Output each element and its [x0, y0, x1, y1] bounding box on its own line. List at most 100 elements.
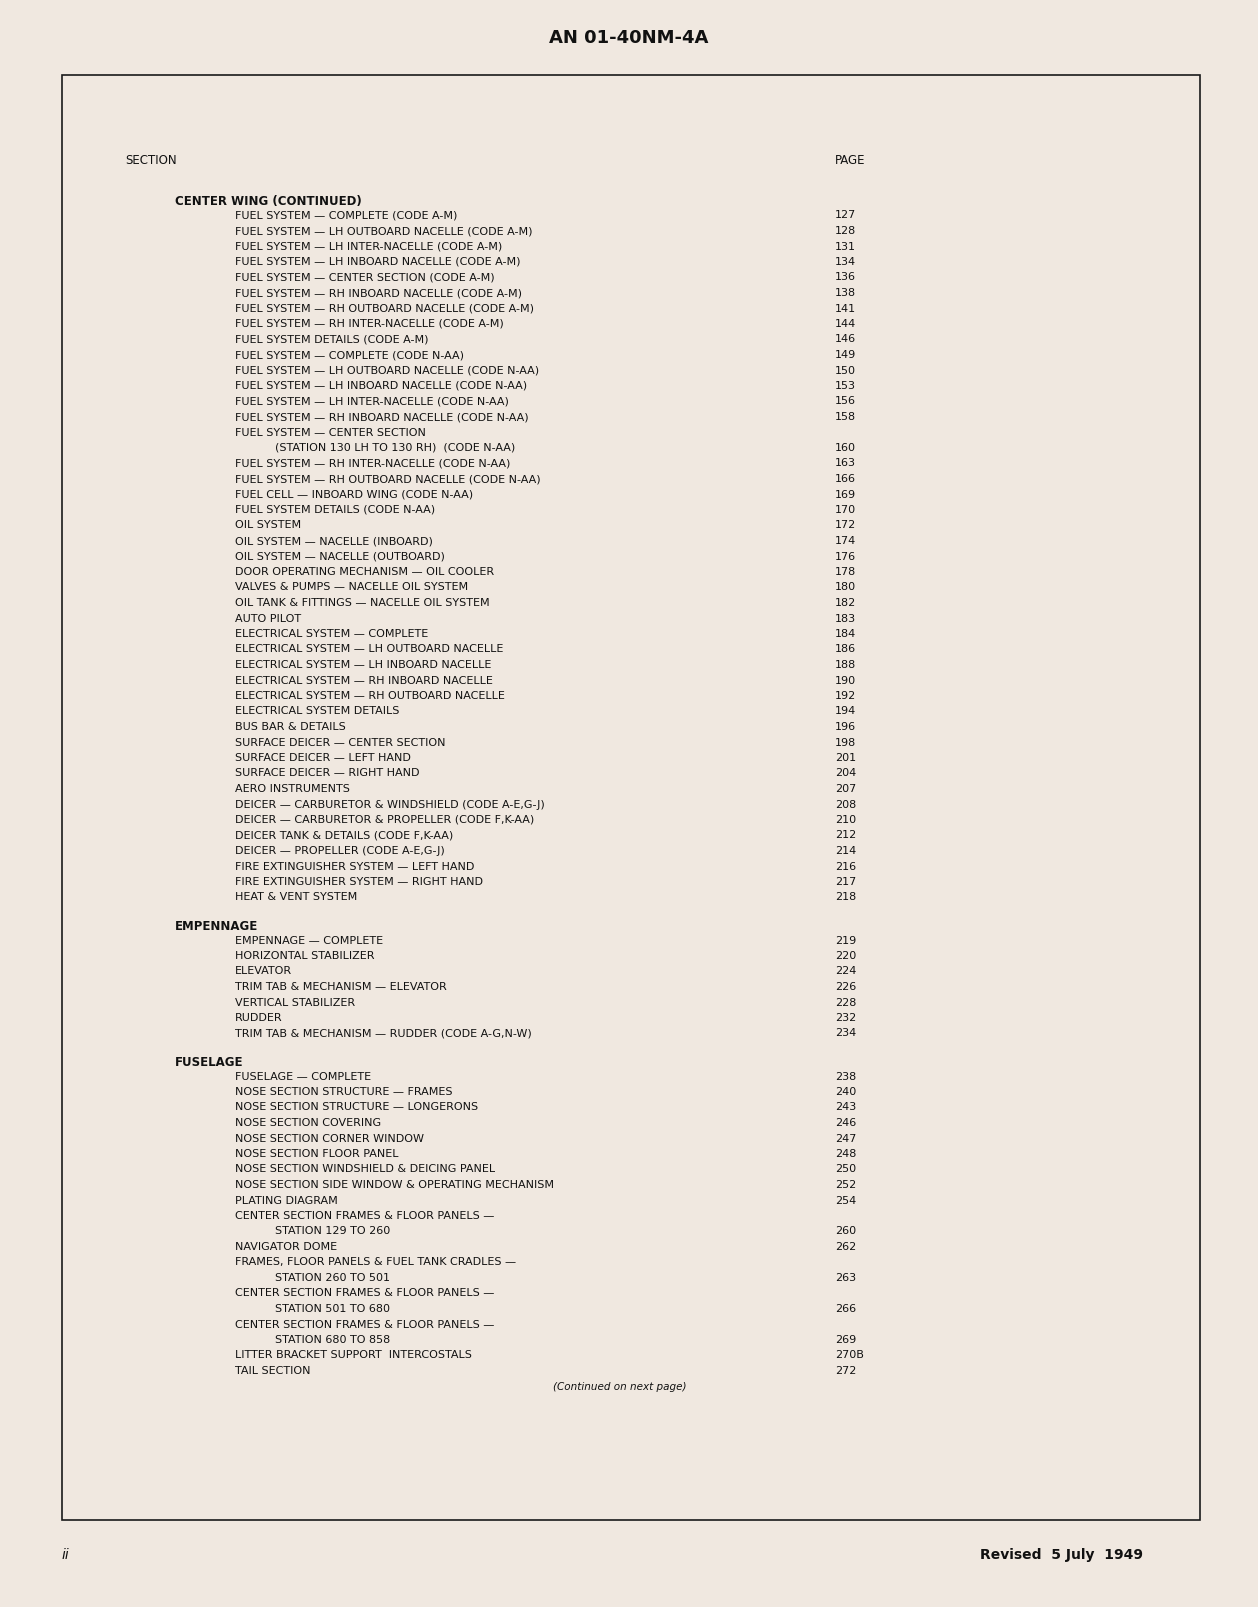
Text: 224: 224 [835, 966, 857, 977]
Text: DOOR OPERATING MECHANISM — OIL COOLER: DOOR OPERATING MECHANISM — OIL COOLER [235, 567, 494, 577]
Text: HEAT & VENT SYSTEM: HEAT & VENT SYSTEM [235, 892, 357, 903]
Text: 250: 250 [835, 1165, 857, 1175]
Text: CENTER SECTION FRAMES & FLOOR PANELS —: CENTER SECTION FRAMES & FLOOR PANELS — [235, 1289, 494, 1298]
Text: 128: 128 [835, 227, 857, 236]
Text: SURFACE DEICER — LEFT HAND: SURFACE DEICER — LEFT HAND [235, 754, 411, 763]
Text: FUSELAGE — COMPLETE: FUSELAGE — COMPLETE [235, 1072, 371, 1082]
Text: Revised  5 July  1949: Revised 5 July 1949 [980, 1548, 1144, 1562]
Text: SECTION: SECTION [125, 154, 176, 167]
Text: 176: 176 [835, 551, 857, 561]
Text: 194: 194 [835, 707, 857, 717]
Text: CENTER SECTION FRAMES & FLOOR PANELS —: CENTER SECTION FRAMES & FLOOR PANELS — [235, 1319, 494, 1329]
Text: NOSE SECTION WINDSHIELD & DEICING PANEL: NOSE SECTION WINDSHIELD & DEICING PANEL [235, 1165, 496, 1175]
Text: FUEL SYSTEM DETAILS (CODE N-AA): FUEL SYSTEM DETAILS (CODE N-AA) [235, 505, 435, 514]
Text: 270B: 270B [835, 1350, 864, 1361]
Text: FUEL SYSTEM — COMPLETE (CODE A-M): FUEL SYSTEM — COMPLETE (CODE A-M) [235, 211, 458, 220]
Text: NAVIGATOR DOME: NAVIGATOR DOME [235, 1242, 337, 1252]
Text: TAIL SECTION: TAIL SECTION [235, 1366, 311, 1376]
Text: ELECTRICAL SYSTEM — COMPLETE: ELECTRICAL SYSTEM — COMPLETE [235, 628, 428, 640]
Text: 169: 169 [835, 490, 857, 500]
Text: NOSE SECTION STRUCTURE — FRAMES: NOSE SECTION STRUCTURE — FRAMES [235, 1086, 453, 1098]
Text: 207: 207 [835, 784, 857, 794]
Text: 246: 246 [835, 1118, 857, 1128]
Text: 226: 226 [835, 982, 857, 992]
Text: 210: 210 [835, 815, 857, 824]
Text: FUEL SYSTEM — LH OUTBOARD NACELLE (CODE A-M): FUEL SYSTEM — LH OUTBOARD NACELLE (CODE … [235, 227, 532, 236]
Text: EMPENNAGE: EMPENNAGE [175, 919, 258, 934]
Text: NOSE SECTION STRUCTURE — LONGERONS: NOSE SECTION STRUCTURE — LONGERONS [235, 1102, 478, 1112]
Text: (Continued on next page): (Continued on next page) [554, 1382, 687, 1392]
Text: CENTER SECTION FRAMES & FLOOR PANELS —: CENTER SECTION FRAMES & FLOOR PANELS — [235, 1212, 494, 1221]
Text: 196: 196 [835, 722, 857, 733]
Text: 166: 166 [835, 474, 855, 484]
Text: 180: 180 [835, 582, 857, 593]
Text: 198: 198 [835, 738, 857, 747]
Text: AUTO PILOT: AUTO PILOT [235, 614, 301, 624]
Text: FUEL SYSTEM — LH INBOARD NACELLE (CODE A-M): FUEL SYSTEM — LH INBOARD NACELLE (CODE A… [235, 257, 521, 267]
Text: 212: 212 [835, 831, 857, 840]
Text: 144: 144 [835, 320, 857, 329]
Text: STATION 129 TO 260: STATION 129 TO 260 [276, 1226, 390, 1236]
Text: 160: 160 [835, 444, 855, 453]
Text: 163: 163 [835, 458, 855, 469]
Text: 243: 243 [835, 1102, 857, 1112]
Text: 141: 141 [835, 304, 857, 313]
Text: 220: 220 [835, 951, 857, 961]
Text: FUEL SYSTEM — LH INTER-NACELLE (CODE A-M): FUEL SYSTEM — LH INTER-NACELLE (CODE A-M… [235, 241, 502, 252]
Text: FUEL SYSTEM — RH INTER-NACELLE (CODE N-AA): FUEL SYSTEM — RH INTER-NACELLE (CODE N-A… [235, 458, 511, 469]
Text: FIRE EXTINGUISHER SYSTEM — LEFT HAND: FIRE EXTINGUISHER SYSTEM — LEFT HAND [235, 861, 474, 871]
Text: RUDDER: RUDDER [235, 1012, 283, 1024]
Text: FUEL SYSTEM — RH INTER-NACELLE (CODE A-M): FUEL SYSTEM — RH INTER-NACELLE (CODE A-M… [235, 320, 503, 329]
Text: 238: 238 [835, 1072, 857, 1082]
Text: SURFACE DEICER — RIGHT HAND: SURFACE DEICER — RIGHT HAND [235, 768, 419, 778]
Text: 272: 272 [835, 1366, 857, 1376]
Text: TRIM TAB & MECHANISM — RUDDER (CODE A-G,N-W): TRIM TAB & MECHANISM — RUDDER (CODE A-G,… [235, 1028, 532, 1038]
Text: FUEL SYSTEM — LH INBOARD NACELLE (CODE N-AA): FUEL SYSTEM — LH INBOARD NACELLE (CODE N… [235, 381, 527, 391]
Text: 190: 190 [835, 675, 857, 686]
Text: FIRE EXTINGUISHER SYSTEM — RIGHT HAND: FIRE EXTINGUISHER SYSTEM — RIGHT HAND [235, 877, 483, 887]
Text: 127: 127 [835, 211, 857, 220]
Text: FUEL SYSTEM — LH INTER-NACELLE (CODE N-AA): FUEL SYSTEM — LH INTER-NACELLE (CODE N-A… [235, 397, 509, 407]
Text: NOSE SECTION COVERING: NOSE SECTION COVERING [235, 1118, 381, 1128]
Text: ELECTRICAL SYSTEM — RH OUTBOARD NACELLE: ELECTRICAL SYSTEM — RH OUTBOARD NACELLE [235, 691, 504, 701]
Text: 186: 186 [835, 644, 857, 654]
Text: EMPENNAGE — COMPLETE: EMPENNAGE — COMPLETE [235, 935, 384, 945]
Text: DEICER — CARBURETOR & WINDSHIELD (CODE A-E,G-J): DEICER — CARBURETOR & WINDSHIELD (CODE A… [235, 800, 545, 810]
Text: 216: 216 [835, 861, 857, 871]
Text: NOSE SECTION SIDE WINDOW & OPERATING MECHANISM: NOSE SECTION SIDE WINDOW & OPERATING MEC… [235, 1180, 554, 1191]
Text: NOSE SECTION CORNER WINDOW: NOSE SECTION CORNER WINDOW [235, 1133, 424, 1144]
Text: FUEL CELL — INBOARD WING (CODE N-AA): FUEL CELL — INBOARD WING (CODE N-AA) [235, 490, 473, 500]
Text: OIL SYSTEM — NACELLE (INBOARD): OIL SYSTEM — NACELLE (INBOARD) [235, 537, 433, 546]
Text: 214: 214 [835, 845, 857, 857]
Text: 219: 219 [835, 935, 857, 945]
Text: DEICER — PROPELLER (CODE A-E,G-J): DEICER — PROPELLER (CODE A-E,G-J) [235, 845, 445, 857]
Text: 260: 260 [835, 1226, 857, 1236]
Text: FUEL SYSTEM — COMPLETE (CODE N-AA): FUEL SYSTEM — COMPLETE (CODE N-AA) [235, 350, 464, 360]
Text: 201: 201 [835, 754, 857, 763]
Text: VALVES & PUMPS — NACELLE OIL SYSTEM: VALVES & PUMPS — NACELLE OIL SYSTEM [235, 582, 468, 593]
Text: ELECTRICAL SYSTEM DETAILS: ELECTRICAL SYSTEM DETAILS [235, 707, 399, 717]
Text: 153: 153 [835, 381, 855, 391]
Text: 234: 234 [835, 1028, 857, 1038]
Text: 247: 247 [835, 1133, 857, 1144]
Text: 158: 158 [835, 411, 857, 423]
Text: NOSE SECTION FLOOR PANEL: NOSE SECTION FLOOR PANEL [235, 1149, 399, 1159]
Text: OIL SYSTEM: OIL SYSTEM [235, 521, 301, 530]
Text: 134: 134 [835, 257, 857, 267]
Text: ELECTRICAL SYSTEM — LH OUTBOARD NACELLE: ELECTRICAL SYSTEM — LH OUTBOARD NACELLE [235, 644, 503, 654]
Text: AERO INSTRUMENTS: AERO INSTRUMENTS [235, 784, 350, 794]
Text: FUEL SYSTEM — CENTER SECTION: FUEL SYSTEM — CENTER SECTION [235, 427, 426, 437]
Text: LITTER BRACKET SUPPORT  INTERCOSTALS: LITTER BRACKET SUPPORT INTERCOSTALS [235, 1350, 472, 1361]
Text: 174: 174 [835, 537, 857, 546]
Text: 240: 240 [835, 1086, 857, 1098]
Bar [62, 76, 1200, 1520]
Text: 178: 178 [835, 567, 857, 577]
Text: 170: 170 [835, 505, 857, 514]
Text: DEICER — CARBURETOR & PROPELLER (CODE F,K-AA): DEICER — CARBURETOR & PROPELLER (CODE F,… [235, 815, 535, 824]
Text: CENTER WING (CONTINUED): CENTER WING (CONTINUED) [175, 194, 362, 207]
Text: FUEL SYSTEM — RH OUTBOARD NACELLE (CODE A-M): FUEL SYSTEM — RH OUTBOARD NACELLE (CODE … [235, 304, 533, 313]
Text: AN 01-40NM-4A: AN 01-40NM-4A [550, 29, 708, 47]
Text: FUSELAGE: FUSELAGE [175, 1056, 244, 1069]
Text: 217: 217 [835, 877, 857, 887]
Text: ELECTRICAL SYSTEM — RH INBOARD NACELLE: ELECTRICAL SYSTEM — RH INBOARD NACELLE [235, 675, 493, 686]
